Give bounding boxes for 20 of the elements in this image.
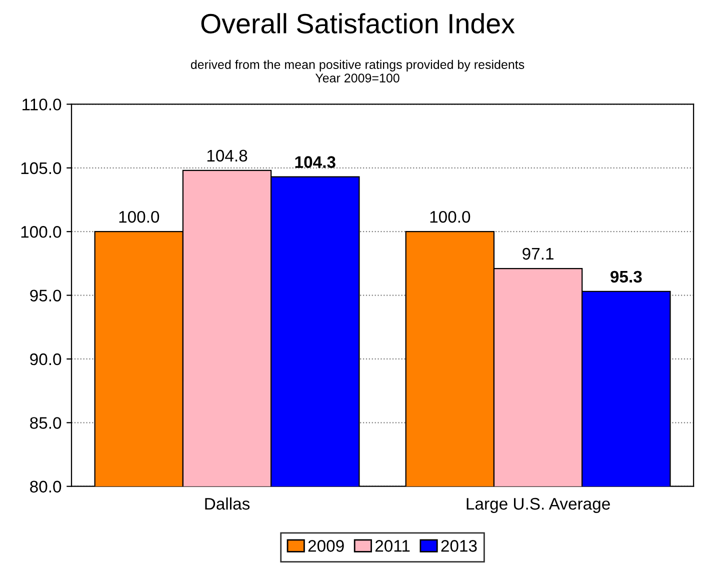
- legend-label: 2013: [441, 540, 477, 552]
- y-tick-label: 100.0: [21, 226, 62, 238]
- data-label: 104.8: [207, 150, 248, 162]
- y-tick-label: 85.0: [30, 417, 62, 429]
- x-tick-label: Large U.S. Average: [466, 498, 610, 514]
- data-label: 95.3: [610, 270, 642, 283]
- chart-subtitle: derived from the mean positive ratings provided by residents Year 2009=100: [190, 60, 524, 82]
- y-tick-label: 90.0: [30, 353, 62, 366]
- data-label: 100.0: [119, 210, 160, 223]
- data-label: 97.1: [522, 248, 554, 260]
- data-label: 100.0: [430, 210, 470, 223]
- chart-title: Overall Satisfaction Index: [201, 13, 515, 34]
- y-tick-label: 105.0: [21, 162, 62, 174]
- y-tick-label: 110.0: [22, 98, 62, 110]
- data-label: 104.3: [295, 156, 336, 168]
- x-tick-label: Dallas: [205, 497, 250, 510]
- y-tick-label: 95.0: [30, 290, 62, 302]
- legend-label: 2009: [308, 540, 344, 552]
- y-tick-label: 80.0: [30, 480, 62, 493]
- legend-label: 2011: [375, 540, 410, 552]
